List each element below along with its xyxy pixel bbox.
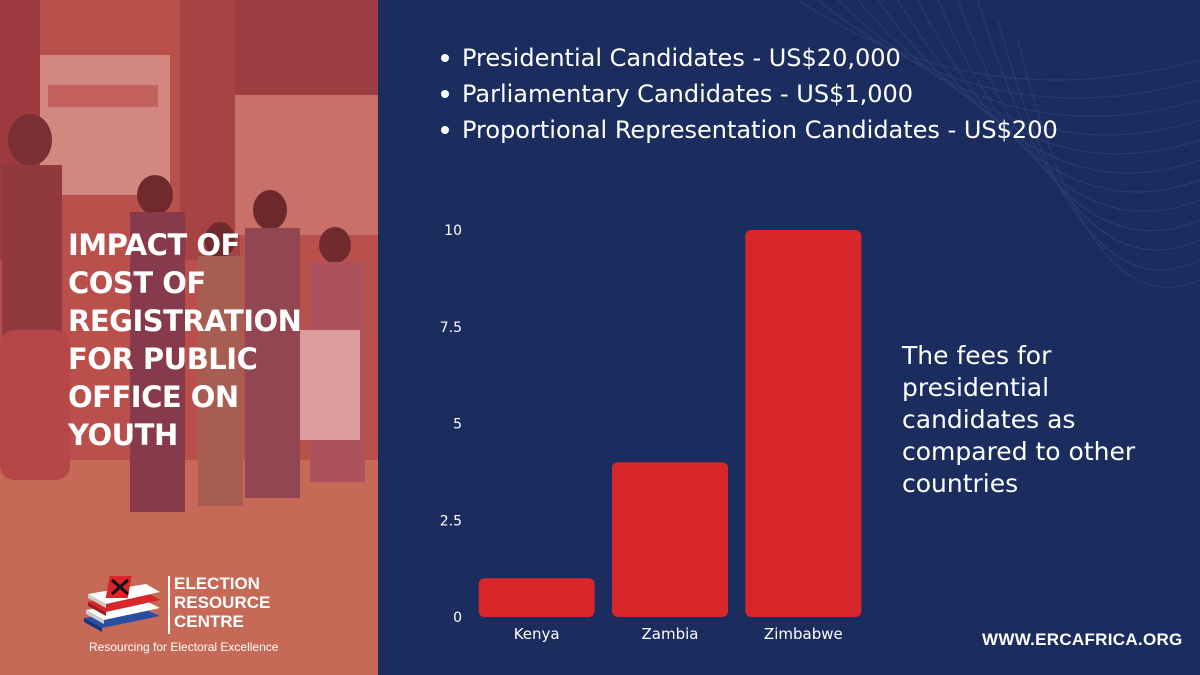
headline-line: OFFICE ON [68, 380, 239, 414]
bullet-text: Presidential Candidates - US$20,000 [462, 44, 901, 72]
fee-bullet-list: Presidential Candidates - US$20,000 Parl… [440, 40, 1058, 148]
y-tick-label: 2.5 [440, 513, 462, 529]
headline: IMPACT OF COST OF REGISTRATION FOR PUBLI… [68, 226, 358, 454]
x-tick-label: Zimbabwe [764, 625, 843, 643]
headline-line: COST OF [68, 266, 206, 300]
x-tick-label: Kenya [514, 625, 560, 643]
left-photo-panel: IMPACT OF COST OF REGISTRATION FOR PUBLI… [0, 0, 378, 675]
logo-line: RESOURCE [174, 593, 271, 612]
photo-tint [0, 0, 378, 675]
headline-line: REGISTRATION [68, 304, 302, 338]
books-ballot-icon [84, 576, 160, 632]
x-tick-label: Zambia [642, 625, 699, 643]
erc-logo: ELECTION RESOURCE CENTRE Resourcing for … [80, 572, 340, 662]
y-tick-label: 7.5 [440, 320, 462, 336]
bullet-item: Proportional Representation Candidates -… [440, 112, 1058, 148]
logo-divider [168, 576, 170, 634]
bar-zimbabwe [745, 230, 862, 617]
bullet-icon [441, 126, 449, 134]
logo-tagline: Resourcing for Electoral Excellence [89, 640, 279, 654]
crowd-photo [0, 0, 378, 675]
bullet-icon [441, 90, 449, 98]
headline-line: YOUTH [68, 418, 178, 452]
logo-line: ELECTION [174, 574, 260, 593]
bullet-text: Proportional Representation Candidates -… [462, 116, 1058, 144]
bullet-icon [441, 54, 449, 62]
logo-wordmark: ELECTION RESOURCE CENTRE [174, 574, 270, 631]
y-tick-label: 10 [444, 223, 462, 239]
y-tick-label: 0 [453, 610, 462, 626]
bullet-item: Presidential Candidates - US$20,000 [440, 40, 1058, 76]
bar-zambia [612, 462, 728, 617]
bullet-item: Parliamentary Candidates - US$1,000 [440, 76, 1058, 112]
y-tick-label: 5 [453, 417, 462, 433]
website-url: WWW.ERCAFRICA.ORG [982, 630, 1183, 649]
logo-line: CENTRE [174, 612, 244, 631]
bullet-text: Parliamentary Candidates - US$1,000 [462, 80, 914, 108]
bar-kenya [478, 578, 595, 617]
chart-note: The fees for presidential candidates as … [902, 341, 1136, 498]
headline-line: FOR PUBLIC [68, 342, 258, 376]
headline-line: IMPACT OF [68, 228, 240, 262]
bar-chart: 0 2.5 5 7.5 10 Kenya Zambia Zimbabwe [440, 223, 862, 643]
